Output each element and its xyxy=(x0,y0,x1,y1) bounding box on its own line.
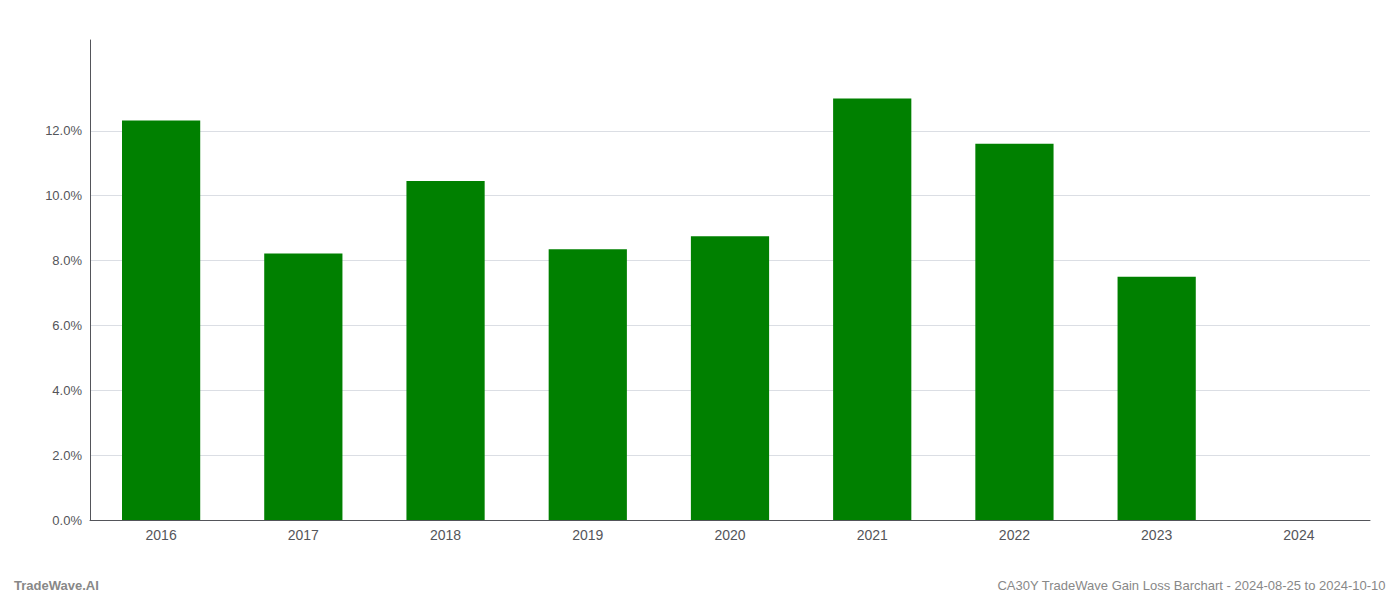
svg-text:4.0%: 4.0% xyxy=(52,383,82,398)
svg-text:2016: 2016 xyxy=(146,527,177,543)
svg-text:CA30Y TradeWave Gain Loss Barc: CA30Y TradeWave Gain Loss Barchart - 202… xyxy=(997,578,1385,593)
svg-text:2019: 2019 xyxy=(572,527,603,543)
svg-text:2.0%: 2.0% xyxy=(52,448,82,463)
svg-text:12.0%: 12.0% xyxy=(45,123,82,138)
svg-text:2017: 2017 xyxy=(288,527,319,543)
svg-text:2021: 2021 xyxy=(857,527,888,543)
svg-text:6.0%: 6.0% xyxy=(52,318,82,333)
svg-text:8.0%: 8.0% xyxy=(52,253,82,268)
svg-text:TradeWave.AI: TradeWave.AI xyxy=(14,578,99,593)
svg-text:2024: 2024 xyxy=(1283,527,1314,543)
svg-text:2018: 2018 xyxy=(430,527,461,543)
svg-text:2020: 2020 xyxy=(714,527,745,543)
svg-text:2023: 2023 xyxy=(1141,527,1172,543)
svg-text:0.0%: 0.0% xyxy=(52,513,82,528)
svg-text:2022: 2022 xyxy=(999,527,1030,543)
svg-text:10.0%: 10.0% xyxy=(45,188,82,203)
